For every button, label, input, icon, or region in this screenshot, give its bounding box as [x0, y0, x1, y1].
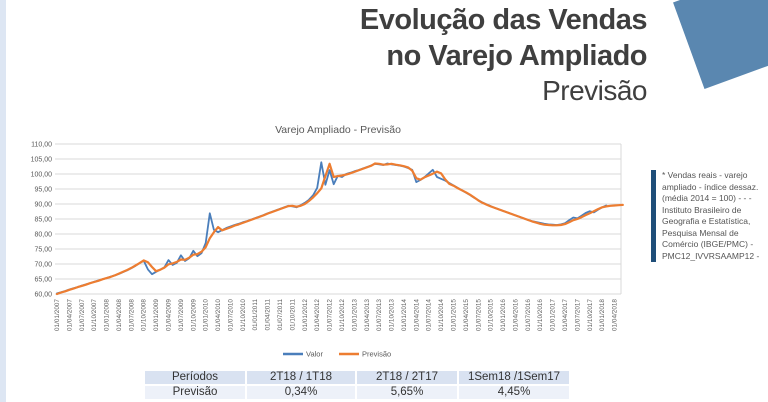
x-axis-tick-label: 01/07/2008	[128, 299, 135, 331]
previsao-line	[55, 162, 624, 296]
x-axis-tick-label: 01/04/2010	[215, 299, 222, 331]
table-header-cell: 1Sem18 /1Sem17	[459, 371, 569, 384]
x-axis-tick-label: 01/01/2012	[302, 299, 309, 331]
x-axis-tick-label: 01/04/2011	[265, 299, 272, 331]
x-axis-tick-label: 01/01/2007	[54, 299, 61, 331]
x-axis-tick-label: 01/01/2016	[500, 299, 507, 331]
valor-line	[56, 161, 608, 295]
y-axis-tick-label: 80,00	[34, 232, 52, 239]
x-axis-tick-label: 01/01/2015	[450, 299, 457, 331]
x-axis-tick-label: 01/07/2017	[574, 299, 581, 331]
page-title: Evolução das Vendas no Varejo Ampliado P…	[359, 2, 648, 107]
y-axis-tick-label: 85,00	[34, 217, 52, 224]
forecast-table: Períodos 2T18 / 1T18 2T18 / 2T17 1Sem18 …	[143, 369, 571, 401]
x-axis-tick-label: 01/04/2007	[66, 299, 73, 331]
x-axis-tick-label: 01/01/2017	[550, 299, 557, 331]
table-header-cell: 2T18 / 1T18	[247, 371, 355, 384]
page-subtitle: Previsão	[542, 75, 647, 106]
table-header-cell: 2T18 / 2T17	[357, 371, 457, 384]
x-axis-tick-label: 01/07/2009	[178, 299, 185, 331]
y-axis-tick-label: 110,00	[31, 142, 52, 149]
table-value-cell: Previsão	[145, 386, 245, 399]
page-title-line2: no Varejo Ampliado	[386, 40, 647, 72]
x-axis-tick-label: 01/01/2013	[351, 299, 358, 331]
x-axis-tick-label: 01/01/2014	[401, 299, 408, 331]
x-axis-tick-label: 01/07/2007	[79, 299, 86, 331]
x-axis-tick-label: 01/01/2018	[599, 299, 606, 331]
y-axis-tick-label: 75,00	[34, 247, 52, 254]
legend-label: Previsão	[362, 350, 391, 359]
x-axis-tick-label: 01/10/2012	[339, 299, 346, 331]
left-accent-strip	[0, 0, 6, 402]
x-axis-tick-label: 01/10/2017	[587, 299, 594, 331]
x-axis-tick-label: 01/01/2010	[203, 299, 210, 331]
note-text: * Vendas reais - varejo ampliado - índic…	[662, 170, 760, 261]
x-axis-tick-label: 01/07/2014	[426, 299, 433, 331]
x-axis-tick-label: 01/10/2015	[488, 299, 495, 331]
note-accent-bar	[651, 170, 656, 262]
x-axis-tick-label: 01/07/2011	[277, 299, 284, 331]
x-axis-tick-label: 01/01/2008	[104, 299, 111, 331]
x-axis-tick-label: 01/04/2008	[116, 299, 123, 331]
x-axis-tick-label: 01/10/2008	[141, 299, 148, 331]
sales-line-chart: Varejo Ampliado - Previsão 60,00 65,00 70,0…	[31, 124, 624, 359]
x-axis-tick-label: 01/10/2011	[289, 299, 296, 331]
table-value-row: Previsão 0,34% 5,65% 4,45%	[145, 386, 569, 399]
x-axis-tick-label: 01/10/2014	[438, 299, 445, 331]
y-axis-tick-label: 65,00	[34, 277, 52, 284]
brand-square-icon	[673, 0, 768, 89]
x-axis-tick-label: 01/04/2014	[413, 299, 420, 331]
table-value-cell: 5,65%	[357, 386, 457, 399]
x-axis-tick-label: 01/04/2012	[314, 299, 321, 331]
x-axis-tick-label: 01/07/2016	[525, 299, 532, 331]
chart-title: Varejo Ampliado - Previsão	[275, 124, 401, 136]
x-axis-tick-label: 01/04/2015	[463, 299, 470, 331]
y-axis-tick-label: 100,00	[31, 172, 53, 179]
x-axis-tick-label: 01/07/2015	[475, 299, 482, 331]
x-axis-tick-label: 01/01/2011	[252, 299, 259, 331]
x-axis-tick-label: 01/07/2010	[227, 299, 234, 331]
x-axis-tick-label: 01/07/2012	[327, 299, 334, 331]
x-axis-tick-label: 01/10/2007	[91, 299, 98, 331]
x-axis-tick-label: 01/10/2009	[190, 299, 197, 331]
y-axis-tick-label: 105,00	[31, 157, 53, 164]
x-axis-tick-label: 01/04/2009	[166, 299, 173, 331]
y-axis-tick-label: 95,00	[34, 187, 52, 194]
table-header-cell: Períodos	[145, 371, 245, 384]
x-axis-tick-label: 01/10/2010	[240, 299, 247, 331]
page-title-line1: Evolução das Vendas	[359, 4, 648, 36]
y-axis-tick-label: 90,00	[34, 202, 52, 209]
x-axis-tick-label: 01/07/2013	[376, 299, 383, 331]
x-axis-tick-label: 01/01/2009	[153, 299, 160, 331]
source-note: * Vendas reais - varejo ampliado - índic…	[651, 170, 767, 262]
x-axis-tick-label: 01/04/2016	[512, 299, 519, 331]
table-value-cell: 4,45%	[459, 386, 569, 399]
x-axis-tick-label: 01/04/2017	[562, 299, 569, 331]
x-axis-tick-label: 01/04/2018	[612, 299, 619, 331]
table-header-row: Períodos 2T18 / 1T18 2T18 / 2T17 1Sem18 …	[145, 371, 569, 384]
x-axis-tick-label: 01/04/2013	[364, 299, 371, 331]
y-axis-tick-label: 70,00	[34, 262, 52, 269]
x-axis-tick-label: 01/10/2013	[389, 299, 396, 331]
table-value-cell: 0,34%	[247, 386, 355, 399]
x-axis-tick-label: 01/10/2016	[537, 299, 544, 331]
y-axis-tick-label: 60,00	[34, 292, 52, 299]
legend-label: Valor	[306, 350, 323, 359]
